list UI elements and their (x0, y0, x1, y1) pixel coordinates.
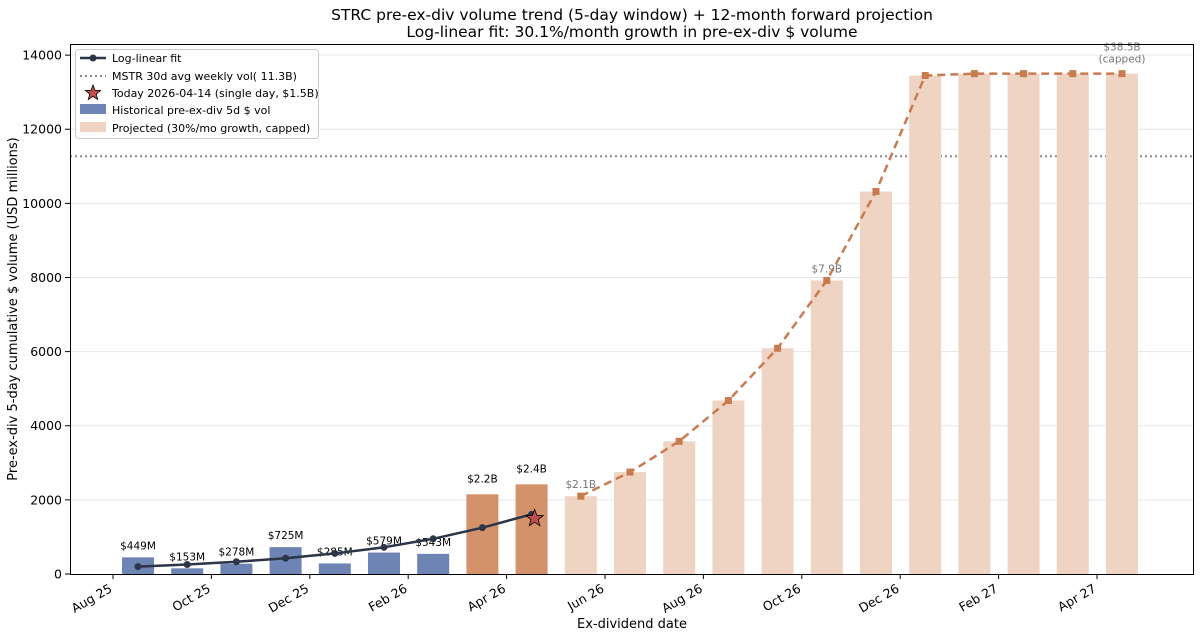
y-tick-label: 8000 (30, 270, 62, 285)
y-tick-label: 14000 (22, 48, 62, 63)
x-tick-label: Dec 26 (856, 581, 902, 616)
legend-historical-swatch (80, 104, 106, 114)
legend-today-label: Today 2026-04-14 (single day, $1.5B) (111, 87, 319, 100)
fit-marker (183, 561, 191, 569)
projected-bar-label-note: (capped) (1099, 54, 1146, 66)
projected-bar (564, 496, 597, 574)
projected-bar (958, 73, 991, 574)
projected-bar (1106, 73, 1138, 574)
projection-marker (724, 397, 732, 405)
projection-marker (1069, 70, 1077, 78)
projection-marker (823, 276, 831, 284)
projection-marker (774, 344, 782, 352)
fit-marker (429, 535, 437, 543)
legend-historical-label: Historical pre-ex-div 5d $ vol (112, 104, 270, 117)
projection-marker (626, 468, 634, 476)
y-tick-label: 12000 (22, 122, 62, 137)
recent-bar-label: $2.2B (467, 473, 498, 485)
x-tick-label: Jun 26 (564, 581, 607, 614)
fit-marker (331, 549, 339, 557)
y-axis: 0 2000 4000 6000 8000 10000 12000 14000 (22, 48, 70, 582)
x-tick-label: Aug 26 (659, 581, 705, 616)
projected-bar (761, 348, 794, 574)
x-tick-label: Apr 26 (465, 581, 508, 615)
projection-marker (872, 188, 880, 196)
y-tick-label: 2000 (30, 492, 62, 507)
projected-bar (614, 472, 646, 574)
fit-marker (478, 524, 486, 532)
x-axis: Aug 25 Oct 25 Dec 25 Feb 26 Apr 26 Jun 26 Aug … (69, 574, 1099, 616)
projected-bar (712, 400, 745, 574)
projected-bar (860, 191, 892, 574)
fit-marker (134, 563, 142, 571)
projected-bar (663, 441, 696, 574)
plot-frame (70, 44, 1194, 575)
x-tick-label: Aug 25 (69, 581, 115, 616)
legend-star-icon (84, 83, 102, 101)
projected-bar (810, 280, 843, 574)
projection-marker (970, 70, 978, 78)
x-tick-label: Oct 25 (169, 581, 212, 615)
bars-group (122, 73, 1138, 575)
projection-marker (675, 437, 683, 445)
recent-bar (466, 494, 499, 574)
x-tick-label: Feb 26 (366, 581, 410, 615)
x-tick-label: Apr 27 (1055, 581, 1098, 615)
today-star-marker (524, 508, 545, 527)
projected-bar (909, 75, 942, 575)
historical-bar-label: $153M (169, 551, 205, 563)
projected-bar-label: $38.5B (1103, 42, 1140, 54)
projection-line (580, 72, 1122, 498)
recent-bar-label: $2.4B (516, 463, 547, 475)
lines-group (134, 70, 1126, 571)
historical-bar (417, 553, 450, 574)
legend-projected-label: Projected (30%/mo growth, capped) (112, 122, 310, 135)
projected-bar-label: $7.9B (812, 263, 843, 275)
legend-fit-marker (89, 54, 97, 62)
x-tick-label: Oct 26 (760, 581, 803, 615)
historical-bar-label: $725M (268, 530, 304, 542)
projected-bar (1007, 73, 1040, 574)
historical-bar (318, 563, 351, 574)
legend-reference-label: MSTR 30d avg weekly vol( 11.3B) (112, 70, 297, 83)
fit-marker (380, 543, 388, 551)
historical-bar (220, 563, 253, 574)
recent-bar (515, 484, 548, 574)
y-tick-label: 4000 (30, 418, 62, 433)
legend-projected-swatch (80, 122, 106, 132)
chart-subtitle: Log-linear fit: 30.1%/month growth in pr… (406, 23, 857, 41)
historical-bar-label: $278M (219, 547, 255, 559)
projection-marker (921, 72, 929, 80)
legend-box (75, 49, 319, 139)
projection-marker (1020, 70, 1028, 78)
y-tick-label: 0 (54, 567, 62, 582)
fit-marker (282, 554, 290, 562)
x-tick-label: Feb 27 (956, 581, 1000, 615)
x-axis-label: Ex-dividend date (577, 617, 687, 632)
fit-marker (232, 558, 240, 566)
y-tick-label: 10000 (22, 196, 62, 211)
chart-title: STRC pre-ex-div volume trend (5-day wind… (331, 6, 933, 24)
projected-bar (1056, 73, 1089, 574)
y-axis-label: Pre-ex-div 5-day cumulative $ volume (US… (6, 137, 21, 480)
historical-bar-label: $449M (120, 540, 156, 552)
x-tick-label: Dec 25 (266, 581, 312, 616)
legend-fit-label: Log-linear fit (112, 52, 182, 65)
legend: Log-linear fit MSTR 30d avg weekly vol( … (75, 49, 319, 139)
projection-marker (1118, 70, 1126, 78)
bar-labels-group: $449M$153M$278M$725M$285M$579M$543M$2.2B… (120, 42, 1145, 564)
projected-bar-label: $2.1B (566, 479, 597, 491)
projection-marker (577, 492, 585, 500)
historical-bar (171, 568, 204, 574)
y-tick-label: 6000 (30, 344, 62, 359)
historical-bar (368, 552, 400, 574)
